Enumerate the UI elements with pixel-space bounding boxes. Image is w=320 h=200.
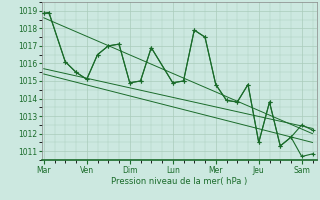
X-axis label: Pression niveau de la mer( hPa ): Pression niveau de la mer( hPa ) xyxy=(111,177,247,186)
